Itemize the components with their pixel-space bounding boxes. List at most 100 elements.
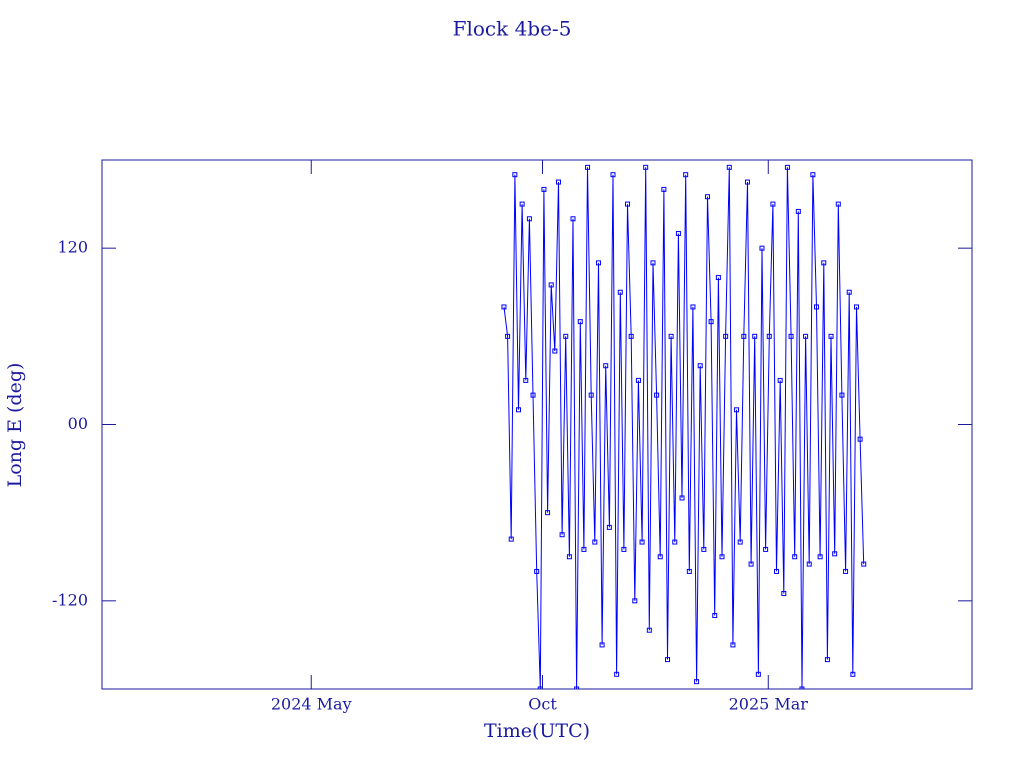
data-point bbox=[814, 304, 820, 310]
data-point bbox=[748, 561, 754, 567]
y-axis-label: Long E (deg) bbox=[4, 363, 26, 488]
data-point bbox=[588, 392, 594, 398]
data-point bbox=[766, 333, 772, 339]
data-point bbox=[519, 201, 525, 207]
data-point bbox=[515, 407, 521, 413]
data-point bbox=[806, 561, 812, 567]
data-point bbox=[726, 164, 732, 170]
chart-title: Flock 4be-5 bbox=[453, 17, 572, 41]
plot-frame bbox=[101, 159, 973, 690]
data-point bbox=[744, 179, 750, 185]
data-point bbox=[850, 671, 856, 677]
data-point bbox=[821, 260, 827, 266]
data-point bbox=[835, 201, 841, 207]
data-point bbox=[843, 568, 849, 574]
data-point bbox=[545, 510, 551, 516]
data-point bbox=[530, 392, 536, 398]
data-point bbox=[792, 554, 798, 560]
data-point bbox=[784, 164, 790, 170]
data-point bbox=[828, 333, 834, 339]
data-point bbox=[774, 568, 780, 574]
data-point bbox=[803, 333, 809, 339]
data-point bbox=[697, 363, 703, 369]
data-point bbox=[534, 568, 540, 574]
data-point bbox=[577, 319, 583, 325]
data-point bbox=[555, 179, 561, 185]
data-point bbox=[581, 546, 587, 552]
data-point bbox=[846, 289, 852, 295]
data-point bbox=[799, 686, 805, 689]
data-point bbox=[585, 164, 591, 170]
data-point bbox=[537, 686, 543, 689]
data-point bbox=[668, 333, 674, 339]
x-axis-label: Time(UTC) bbox=[484, 720, 590, 742]
data-point bbox=[614, 671, 620, 677]
data-point bbox=[708, 319, 714, 325]
plot-area bbox=[501, 164, 867, 689]
data-point bbox=[839, 392, 845, 398]
data-point bbox=[643, 164, 649, 170]
data-point bbox=[505, 333, 511, 339]
data-point bbox=[861, 561, 867, 567]
data-point bbox=[635, 377, 641, 383]
data-point bbox=[694, 679, 700, 685]
data-point bbox=[610, 172, 616, 178]
data-point bbox=[621, 546, 627, 552]
data-point bbox=[857, 436, 863, 442]
data-point bbox=[512, 172, 518, 178]
data-point bbox=[777, 377, 783, 383]
data-point bbox=[665, 657, 670, 663]
data-point bbox=[617, 289, 623, 295]
y-tick-label: 120 bbox=[57, 238, 88, 257]
data-point bbox=[701, 546, 707, 552]
data-point bbox=[832, 551, 838, 557]
data-point bbox=[770, 201, 776, 207]
data-point bbox=[719, 554, 725, 560]
data-point bbox=[592, 539, 598, 545]
data-point bbox=[686, 568, 692, 574]
data-point bbox=[853, 304, 859, 310]
data-point bbox=[730, 642, 736, 648]
data-point bbox=[755, 671, 761, 677]
x-tick-label: 2024 May bbox=[271, 695, 352, 714]
data-point bbox=[508, 536, 514, 542]
data-point bbox=[650, 260, 656, 266]
data-point bbox=[672, 539, 678, 545]
data-point bbox=[781, 590, 787, 596]
data-point bbox=[632, 598, 638, 604]
data-point bbox=[752, 333, 758, 339]
data-point bbox=[563, 333, 569, 339]
data-point bbox=[606, 524, 612, 530]
data-point bbox=[548, 282, 554, 288]
data-point bbox=[712, 613, 718, 619]
data-point bbox=[559, 532, 565, 538]
data-point bbox=[646, 627, 652, 633]
data-point bbox=[690, 304, 696, 310]
data-line bbox=[503, 167, 865, 689]
x-tick-label: Oct bbox=[528, 695, 557, 714]
data-point bbox=[675, 230, 681, 236]
data-point bbox=[599, 642, 605, 648]
y-tick-label: 00 bbox=[68, 414, 88, 433]
data-point bbox=[704, 194, 710, 200]
data-point bbox=[817, 554, 823, 560]
data-point bbox=[737, 539, 743, 545]
data-point bbox=[526, 216, 532, 222]
data-point bbox=[574, 686, 580, 689]
x-tick-label: 2025 Mar bbox=[729, 695, 809, 714]
data-point bbox=[552, 348, 558, 354]
data-point bbox=[795, 208, 801, 214]
y-tick-label: -120 bbox=[52, 590, 88, 609]
data-point bbox=[501, 304, 507, 310]
data-point bbox=[810, 172, 816, 178]
data-point bbox=[566, 554, 572, 560]
data-point bbox=[654, 392, 660, 398]
data-point bbox=[723, 333, 729, 339]
data-point bbox=[741, 333, 747, 339]
data-point bbox=[657, 554, 663, 560]
data-point bbox=[639, 539, 645, 545]
data-point bbox=[523, 377, 529, 383]
data-point bbox=[683, 172, 689, 178]
data-point bbox=[679, 495, 685, 501]
